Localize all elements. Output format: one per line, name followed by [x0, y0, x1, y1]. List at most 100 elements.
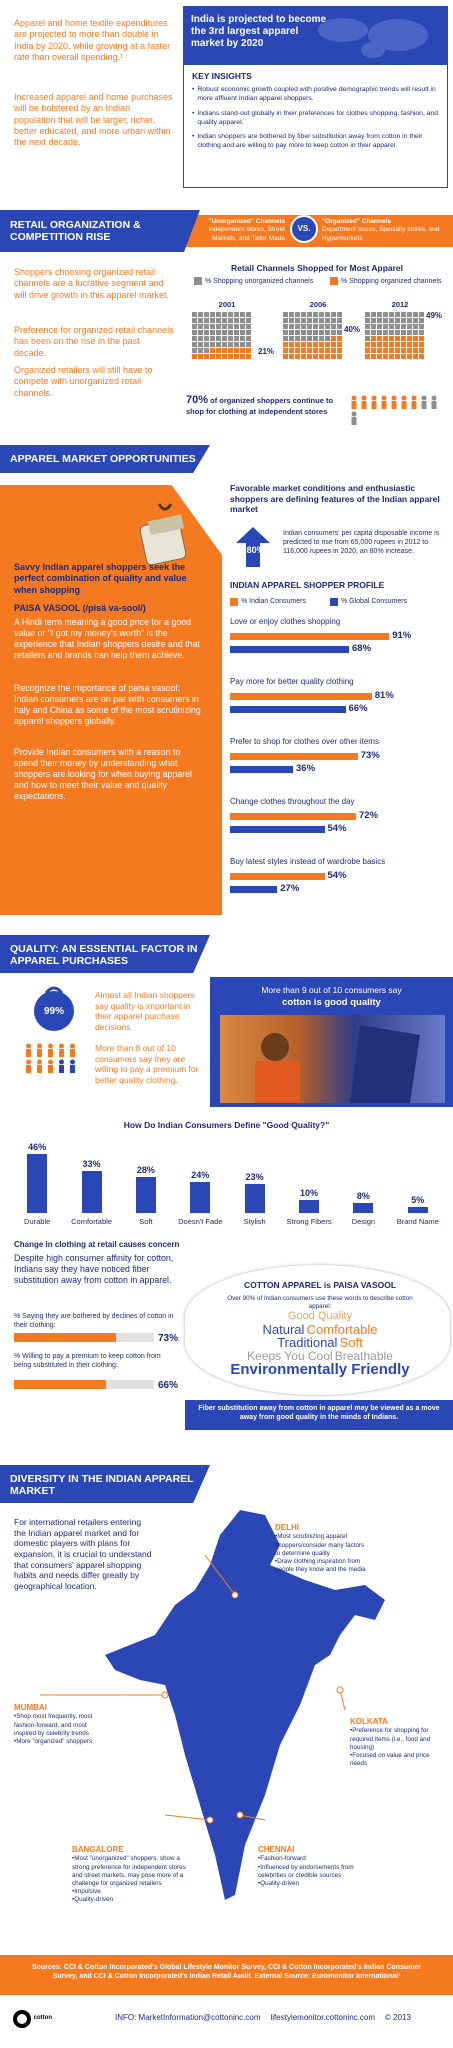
lifestyle-monitor-link[interactable]: lifestylemonitor.cottoninc.com: [270, 2013, 376, 2022]
grid-square: [222, 317, 227, 323]
grid-square: [331, 317, 336, 323]
grid-square: [295, 347, 300, 353]
money-bag-icon: [139, 503, 187, 566]
retail-year-2012: 2012: [365, 300, 435, 359]
person-icon: [37, 1059, 42, 1073]
grid-square: [407, 347, 412, 353]
person-icon: [48, 1059, 53, 1073]
grid-square: [222, 347, 227, 353]
profile-bar-line: 27%: [230, 883, 445, 894]
grid-square: [307, 311, 312, 317]
profile-bar-value: 54%: [327, 823, 347, 835]
paisa-cotton-sub: Over 90% of Indian consumers use these w…: [227, 1295, 413, 1311]
grid-square: [228, 353, 233, 359]
premium-label: % Willing to pay a premium to keep cotto…: [14, 1353, 161, 1369]
grid-square: [283, 329, 288, 335]
paisa-para-3: Provide Indian consumers with a reason t…: [14, 747, 193, 801]
grid-square: [337, 353, 342, 359]
grid-square: [319, 341, 324, 347]
retail-section: RETAIL ORGANIZATION & COMPETITION RISE "…: [0, 205, 453, 445]
grid-square: [313, 341, 318, 347]
grid-square: [246, 335, 251, 341]
profile-bar: [230, 645, 349, 653]
grid-square: [228, 335, 233, 341]
grid-square: [234, 323, 239, 329]
profile-bar-line: 66%: [230, 703, 445, 715]
profile-bar-value: 66%: [348, 703, 368, 715]
cotton-logo: cotton: [12, 2007, 52, 2031]
grid-square: [325, 341, 330, 347]
paisa-definition: A Hindi term meaning a good price for a …: [14, 617, 200, 660]
grid-square: [377, 329, 382, 335]
define-bar-label: Soft: [139, 1217, 153, 1226]
quality-badge-icon: [30, 985, 78, 1033]
grid-square: [240, 311, 245, 317]
define-title: How Do Indian Consumers Define "Good Qua…: [123, 1120, 330, 1130]
insight-item: • Indian shoppers are bothered by fiber s…: [192, 133, 423, 150]
person-icon: [37, 1043, 42, 1057]
grid-2001: [192, 311, 262, 359]
grid-square: [240, 353, 245, 359]
grid-square: [210, 335, 215, 341]
profile-row-label: Change clothes throughout the day: [230, 797, 355, 806]
quality-stat-2: More than 8 out of 10 consumers say they…: [95, 1043, 199, 1085]
grid-square: [325, 335, 330, 341]
grid-square: [192, 335, 197, 341]
profile-bar: [230, 765, 293, 773]
grid-square: [289, 353, 294, 359]
grid-2006: [283, 311, 353, 359]
city-point: •Fashion-forward: [258, 1855, 306, 1863]
grid-square: [222, 353, 227, 359]
grid-square: [383, 329, 388, 335]
profile-bar: [230, 705, 346, 713]
grid-square: [401, 353, 406, 359]
grid-square: [222, 341, 227, 347]
word-cloud: Good Quality Natural Comfortable Traditi…: [195, 1310, 445, 1381]
grid-square: [337, 335, 342, 341]
profile-bar-line: 72%: [230, 810, 445, 821]
city-chennai: CHENNAI •Fashion-forward •Influenced by …: [258, 1845, 358, 1889]
grid-square: [295, 317, 300, 323]
grid-square: [246, 353, 251, 359]
grid-square: [325, 347, 330, 353]
diversity-header: DIVERSITY IN THE INDIAN APPAREL MARKET: [0, 1465, 210, 1503]
grid-square: [228, 311, 233, 317]
grid-square: [234, 317, 239, 323]
grid-square: [301, 347, 306, 353]
info-email-link[interactable]: INFO: MarketInformation@cottoninc.com: [115, 2013, 261, 2022]
grid-square: [289, 341, 294, 347]
profile-row-label: Love or enjoy clothes shopping: [230, 617, 341, 626]
grid-square: [407, 317, 412, 323]
profile-bar-value: 73%: [360, 750, 380, 762]
grid-square: [301, 323, 306, 329]
shopper-icon: [401, 395, 407, 409]
define-bar-label: Stylish: [243, 1217, 266, 1226]
retail-para-2: Preference for organized retail channels…: [14, 325, 174, 358]
profile-row-label: Buy latest styles instead of wardrobe ba…: [230, 857, 386, 866]
grid-square: [413, 341, 418, 347]
organized-label: "Organized" Channels Department stores, …: [322, 218, 440, 242]
profile-row: Buy latest styles instead of wardrobe ba…: [230, 857, 445, 897]
woman-shopper-photo: [220, 1015, 445, 1103]
profile-bar-line: 54%: [230, 823, 445, 835]
grid-square: [419, 311, 424, 317]
grid-square: [383, 341, 388, 347]
premium-bar-fill: [14, 1380, 107, 1389]
person-icon: [70, 1043, 75, 1057]
cotton-logo-text: cotton: [33, 2015, 52, 2022]
grid-square: [331, 335, 336, 341]
grid-square: [331, 329, 336, 335]
define-bar: [81, 1170, 102, 1213]
shopper-icon: [431, 395, 437, 409]
define-bar-value: 8%: [356, 1190, 370, 1201]
grid-square: [325, 323, 330, 329]
profile-bar: [230, 825, 325, 833]
define-bar-value: 33%: [82, 1158, 101, 1169]
grid-square: [313, 311, 318, 317]
grid-square: [192, 323, 197, 329]
grid-square: [331, 311, 336, 317]
grid-square: [331, 323, 336, 329]
grid-square: [240, 323, 245, 329]
grid-square: [204, 335, 209, 341]
retail-callout: 70% of organized shoppers continue to sh…: [186, 394, 334, 417]
